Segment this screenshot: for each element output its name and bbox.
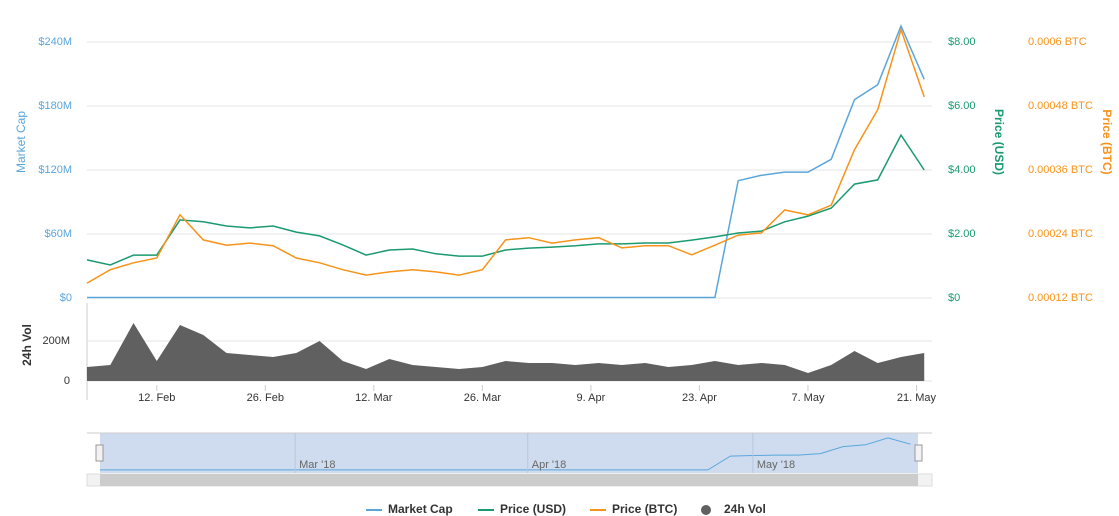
y-tick-label: $60M: [44, 228, 72, 240]
x-tick-label: 12. Feb: [138, 392, 175, 404]
navigator-line: [100, 437, 911, 471]
series-line: [87, 24, 925, 299]
navigator-label: May '18: [757, 459, 795, 471]
y3-axis-title: Price (BTC): [1100, 109, 1114, 174]
x-tick-label: 12. Mar: [355, 392, 393, 404]
navigator-label: Apr '18: [532, 459, 567, 471]
vol-axis-title: 24h Vol: [20, 324, 34, 366]
y2-axis-title: Price (USD): [992, 109, 1006, 175]
volume-area: [87, 323, 925, 381]
y-tick-label: $0: [60, 292, 72, 304]
vol-tick-label: 200M: [42, 335, 70, 347]
y-tick-label: $120M: [38, 164, 72, 176]
navigator-handle[interactable]: [95, 444, 104, 462]
vol-tick-label: 0: [64, 375, 70, 387]
x-tick-label: 9. Apr: [577, 392, 606, 404]
x-tick-label: 26. Feb: [247, 392, 284, 404]
legend-swatch: [701, 505, 711, 515]
legend-label[interactable]: Market Cap: [388, 502, 453, 516]
y-tick-label: $240M: [38, 36, 72, 48]
x-tick-label: 7. May: [791, 392, 825, 404]
y2-tick-label: $0: [948, 292, 960, 304]
y2-tick-label: $6.00: [948, 100, 976, 112]
y2-tick-label: $4.00: [948, 164, 976, 176]
y-axis-title: Market Cap: [14, 111, 28, 173]
y3-tick-label: 0.00024 BTC: [1028, 228, 1093, 240]
y-tick-label: $180M: [38, 100, 72, 112]
series-line: [86, 27, 925, 284]
y3-tick-label: 0.00048 BTC: [1028, 100, 1093, 112]
y2-tick-label: $8.00: [948, 36, 976, 48]
legend-label[interactable]: Price (BTC): [612, 502, 677, 516]
y3-tick-label: 0.00036 BTC: [1028, 164, 1093, 176]
y3-tick-label: 0.00012 BTC: [1028, 292, 1093, 304]
x-tick-label: 26. Mar: [464, 392, 502, 404]
y2-tick-label: $2.00: [948, 228, 976, 240]
navigator-window[interactable]: [100, 433, 918, 473]
series-line: [86, 133, 925, 266]
legend-label[interactable]: 24h Vol: [724, 502, 766, 516]
scrollbar-thumb[interactable]: [100, 474, 918, 486]
navigator-handle[interactable]: [914, 444, 923, 462]
x-tick-label: 23. Apr: [682, 392, 717, 404]
legend-label[interactable]: Price (USD): [500, 502, 566, 516]
y3-tick-label: 0.0006 BTC: [1028, 36, 1087, 48]
navigator-label: Mar '18: [299, 459, 335, 471]
x-tick-label: 21. May: [897, 392, 937, 404]
